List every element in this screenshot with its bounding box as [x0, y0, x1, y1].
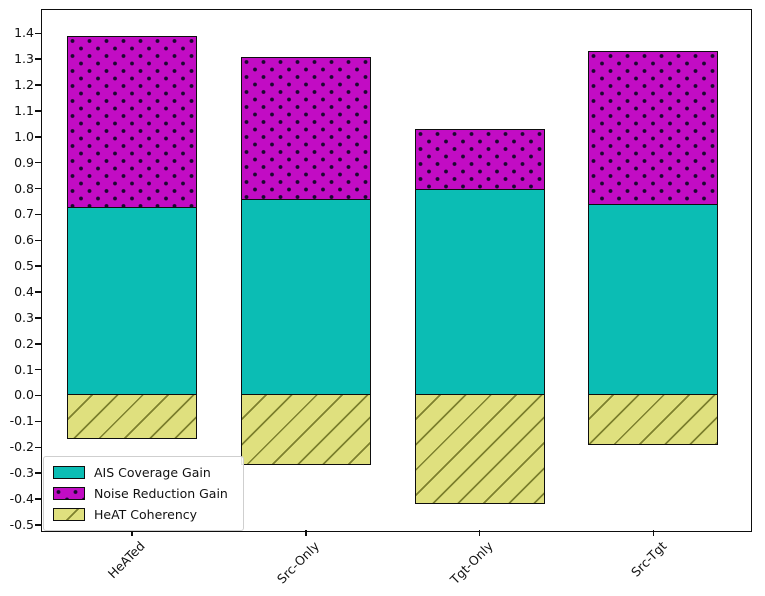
- legend-label-ais-coverage-gain: AIS Coverage Gain: [94, 465, 211, 480]
- y-tick-mark: [34, 239, 41, 242]
- x-tick-mark: [478, 530, 481, 536]
- y-tick-mark: [34, 110, 41, 112]
- y-tick-label: 0.7: [14, 206, 34, 222]
- y-tick-label: 0.1: [14, 361, 34, 377]
- y-tick-mark: [34, 498, 41, 500]
- bar-segment-src-tgt-ais-coverage-gain: [588, 204, 719, 396]
- legend-swatch-heat-coherency: [53, 508, 85, 521]
- legend-swatch-ais-coverage-gain: [53, 466, 85, 479]
- y-tick-mark: [34, 265, 41, 267]
- y-tick-label: 1.3: [14, 51, 34, 67]
- y-tick-mark: [34, 317, 41, 319]
- y-tick-label: 0.2: [14, 335, 34, 351]
- bar-segment-heated-ais-coverage-gain: [67, 206, 197, 396]
- y-tick-mark: [34, 394, 41, 397]
- y-tick-label: 0.9: [14, 154, 34, 170]
- y-tick-label: 1.0: [14, 128, 34, 144]
- y-tick-label: 1.4: [14, 25, 34, 41]
- bar-segment-src-only-ais-coverage-gain: [240, 198, 371, 396]
- y-tick-mark: [34, 524, 41, 526]
- bar-segment-heated-heat-coherency: [67, 395, 197, 440]
- legend-item-noise-reduction-gain: Noise Reduction Gain: [53, 486, 234, 501]
- y-tick-mark: [34, 84, 41, 86]
- y-tick-label: -0.1: [9, 413, 34, 429]
- y-tick-mark: [34, 161, 41, 164]
- y-tick-mark: [34, 446, 41, 448]
- y-tick-mark: [34, 291, 41, 293]
- legend: AIS Coverage Gain Noise Reduction Gain HeA…: [43, 456, 244, 531]
- bar-segment-tgt-only-heat-coherency: [414, 395, 545, 505]
- x-tick-label-src-tgt: Src-Tgt: [627, 538, 670, 580]
- y-tick-label: 0.5: [14, 258, 34, 274]
- x-tick-label-heated: HeATed: [104, 538, 148, 582]
- bar-segment-src-only-noise-reduction-gain: [240, 56, 371, 199]
- y-tick-mark: [34, 32, 41, 35]
- x-tick-label-src-only: Src-Only: [273, 538, 322, 587]
- y-tick-label: 0.8: [14, 180, 34, 196]
- y-tick-mark: [34, 136, 41, 138]
- y-tick-label: -0.3: [9, 465, 34, 481]
- y-tick-mark: [34, 58, 41, 60]
- y-tick-label: -0.5: [9, 516, 34, 532]
- bar-segment-tgt-only-noise-reduction-gain: [414, 129, 545, 189]
- y-tick-mark: [34, 368, 41, 371]
- y-tick-mark: [34, 420, 41, 423]
- x-tick-mark: [652, 530, 655, 536]
- bar-segment-src-tgt-heat-coherency: [588, 395, 719, 445]
- bar-segment-src-tgt-noise-reduction-gain: [588, 51, 719, 205]
- x-tick-mark: [305, 530, 307, 536]
- legend-label-noise-reduction-gain: Noise Reduction Gain: [94, 486, 228, 501]
- y-tick-mark: [34, 187, 41, 190]
- y-tick-mark: [34, 213, 41, 216]
- x-tick-label-tgt-only: Tgt-Only: [446, 538, 496, 588]
- y-tick-label: 1.2: [14, 77, 34, 93]
- bar-segment-tgt-only-ais-coverage-gain: [414, 188, 545, 396]
- y-tick-mark: [34, 472, 41, 474]
- y-tick-label: 0.0: [14, 387, 34, 403]
- y-tick-label: 0.3: [14, 309, 34, 325]
- bar-segment-src-only-heat-coherency: [240, 395, 371, 466]
- bar-segment-heated-noise-reduction-gain: [67, 35, 197, 207]
- legend-label-heat-coherency: HeAT Coherency: [94, 507, 198, 522]
- y-tick-label: 0.4: [14, 283, 34, 299]
- legend-swatch-noise-reduction-gain: [53, 487, 85, 500]
- y-tick-label: -0.4: [9, 490, 34, 506]
- legend-item-ais-coverage-gain: AIS Coverage Gain: [53, 465, 234, 480]
- x-tick-mark: [131, 530, 133, 536]
- y-tick-label: 1.1: [14, 102, 34, 118]
- y-tick-mark: [34, 343, 41, 345]
- y-tick-label: -0.2: [9, 439, 34, 455]
- legend-item-heat-coherency: HeAT Coherency: [53, 507, 234, 522]
- plot-area: AIS Coverage Gain Noise Reduction Gain HeA…: [10, 9, 752, 587]
- y-tick-label: 0.6: [14, 232, 34, 248]
